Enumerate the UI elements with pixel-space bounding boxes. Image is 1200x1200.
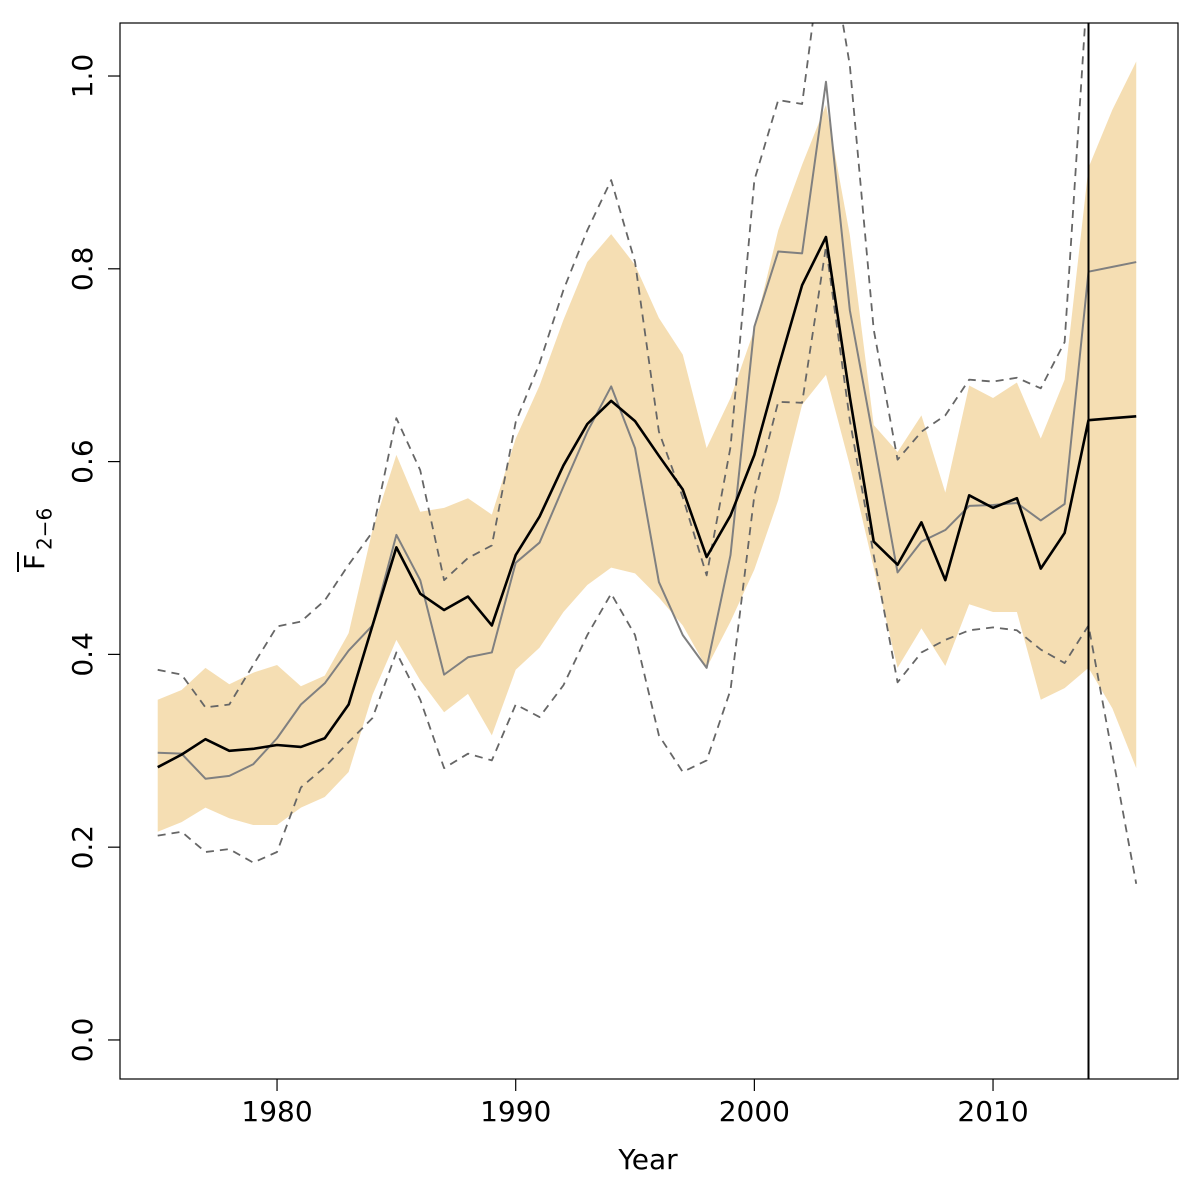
y-tick-label: 0.2: [66, 825, 99, 870]
series-line: [157, 235, 1137, 769]
series-line: [157, 80, 1137, 780]
y-axis-label-sub: 2−6: [33, 508, 57, 550]
x-tick-label: 2000: [719, 1095, 790, 1128]
y-axis-label-main: F: [18, 554, 51, 570]
confidence-band: [157, 61, 1137, 832]
series-line: [157, 245, 1138, 884]
x-axis-label: Year: [617, 1143, 678, 1176]
plot-frame: [119, 22, 1179, 1080]
y-tick-label: 0.4: [66, 632, 99, 677]
x-tick-label: 1980: [241, 1095, 312, 1128]
y-tick-label: 0.6: [66, 439, 99, 484]
x-tick-label: 2010: [957, 1095, 1028, 1128]
series-line: [157, 23, 1087, 709]
plot-area: [157, 23, 1138, 1079]
y-tick-label: 0.0: [66, 1018, 99, 1063]
y-tick-label: 0.8: [66, 247, 99, 292]
y-axis-label: F 2−6: [17, 508, 57, 572]
x-tick-label: 1990: [480, 1095, 551, 1128]
y-tick-label: 1.0: [66, 54, 99, 99]
